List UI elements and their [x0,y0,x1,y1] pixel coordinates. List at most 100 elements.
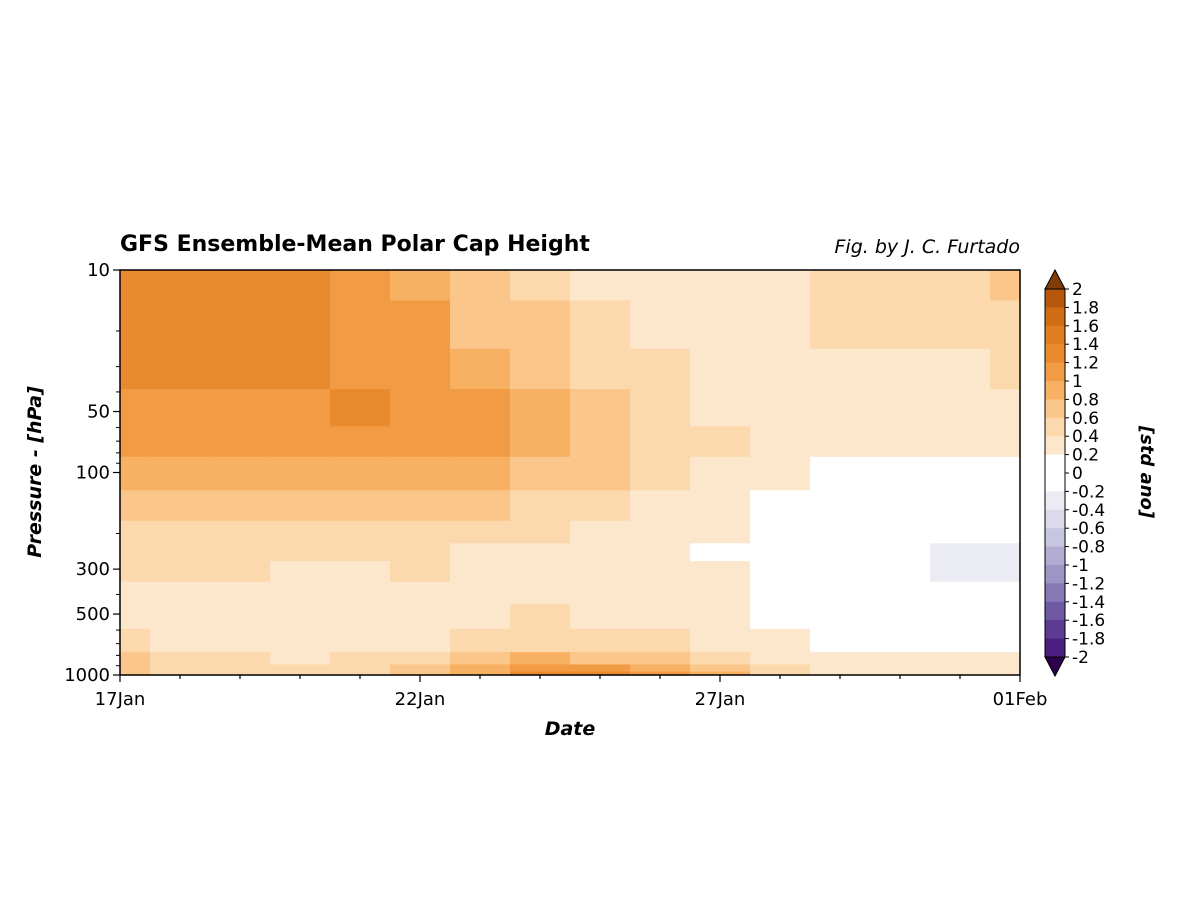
heatmap-cell [570,270,631,302]
heatmap-cell [750,348,811,390]
heatmap-cell [690,389,751,427]
colorbar-segment [1045,546,1065,566]
heatmap-cell [570,456,631,491]
colorbar-tick-label: -0.6 [1072,519,1105,539]
heatmap-cell [810,561,871,583]
y-tick-label: 100 [76,463,110,484]
heatmap-cell [810,652,871,666]
heatmap-cell [450,664,511,673]
heatmap-cell [150,561,211,583]
colorbar-segment [1045,473,1065,492]
heatmap-cell [330,520,391,544]
x-tick-label: 17Jan [95,689,146,710]
heatmap-cell [930,456,991,491]
colorbar-tick-label: -2 [1072,648,1089,668]
heatmap-cell [210,520,271,544]
heatmap-cell [330,490,391,522]
heatmap-cell [330,426,391,458]
colorbar-segment [1045,417,1065,437]
heatmap-cell [570,389,631,427]
heatmap-cell [870,604,931,630]
heatmap-cell [210,300,271,350]
heatmap-cell [930,561,991,583]
heatmap-cell [120,664,151,673]
heatmap-cell [450,300,511,350]
heatmap-cell [870,490,931,522]
colorbar-tick-label: 1.4 [1072,335,1099,355]
heatmap-cell [990,652,1021,666]
heatmap-cell [570,581,631,605]
heatmap-cell [450,520,511,544]
heatmap-cell [630,561,691,583]
heatmap-cell [150,652,211,666]
colorbar-segment [1045,436,1065,456]
heatmap-cell [870,561,931,583]
heatmap-cell [150,270,211,302]
heatmap-cell [510,664,571,673]
heatmap-cell [570,426,631,458]
heatmap-cell [330,389,391,427]
heatmap-cell [510,426,571,458]
heatmap-cell [330,628,391,653]
heatmap-cell [690,664,751,673]
heatmap-cell [870,300,931,350]
heatmap-cell [510,490,571,522]
heatmap-cell [930,581,991,605]
heatmap-cell [930,628,991,653]
colorbar-extend-min [1044,656,1066,678]
heatmap-cell [390,561,451,583]
heatmap-cell [330,652,391,666]
heatmap-cell [330,561,391,583]
heatmap-cell [870,664,931,673]
heatmap-cell [570,664,631,673]
y-tick-label: 500 [76,604,110,625]
heatmap-cell [510,652,571,666]
heatmap-cell [120,456,151,491]
colorbar-segment [1045,325,1065,345]
heatmap-cell [690,628,751,653]
heatmap-cell [450,543,511,562]
y-tick-label: 50 [87,402,110,423]
heatmap-cell [210,270,271,302]
colorbar-segment [1045,528,1065,548]
heatmap-cell [810,671,871,676]
heatmap-cell [390,426,451,458]
heatmap-cell [150,389,211,427]
heatmap-cell [630,664,691,673]
heatmap-cell [510,520,571,544]
chart-title: GFS Ensemble-Mean Polar Cap Height [120,232,590,257]
colorbar-tick-label: 2 [1072,280,1083,300]
colorbar-segment [1045,509,1065,529]
heatmap-cell [120,520,151,544]
heatmap-cell [930,348,991,390]
heatmap-cell [870,456,931,491]
heatmap-cell [750,652,811,666]
y-axis: 10 50 100 300 500 1000 [64,260,120,686]
heatmap-cell [930,543,991,562]
heatmap-cell [120,543,151,562]
heatmap-cell [930,426,991,458]
heatmap-cell [690,300,751,350]
heatmap-cell [450,604,511,630]
heatmap-cell [210,543,271,562]
heatmap-cell [120,426,151,458]
colorbar-segment [1045,454,1065,474]
heatmap-cell [210,490,271,522]
heatmap-cell [810,426,871,458]
heatmap-cell [270,456,331,491]
heatmap-cell [870,520,931,544]
colorbar-segment [1045,399,1065,419]
heatmap-cell [630,389,691,427]
heatmap-cell [750,490,811,522]
heatmap-cell [810,664,871,673]
heatmap-cell [270,671,331,676]
heatmap-cell [810,604,871,630]
heatmap-cell [150,664,211,673]
heatmap-cell [270,581,331,605]
heatmap-cell [690,490,751,522]
heatmap-cell [690,671,751,676]
heatmap-cells [120,270,1021,676]
heatmap-cell [120,604,151,630]
heatmap-cell [150,628,211,653]
heatmap-cell [990,490,1021,522]
